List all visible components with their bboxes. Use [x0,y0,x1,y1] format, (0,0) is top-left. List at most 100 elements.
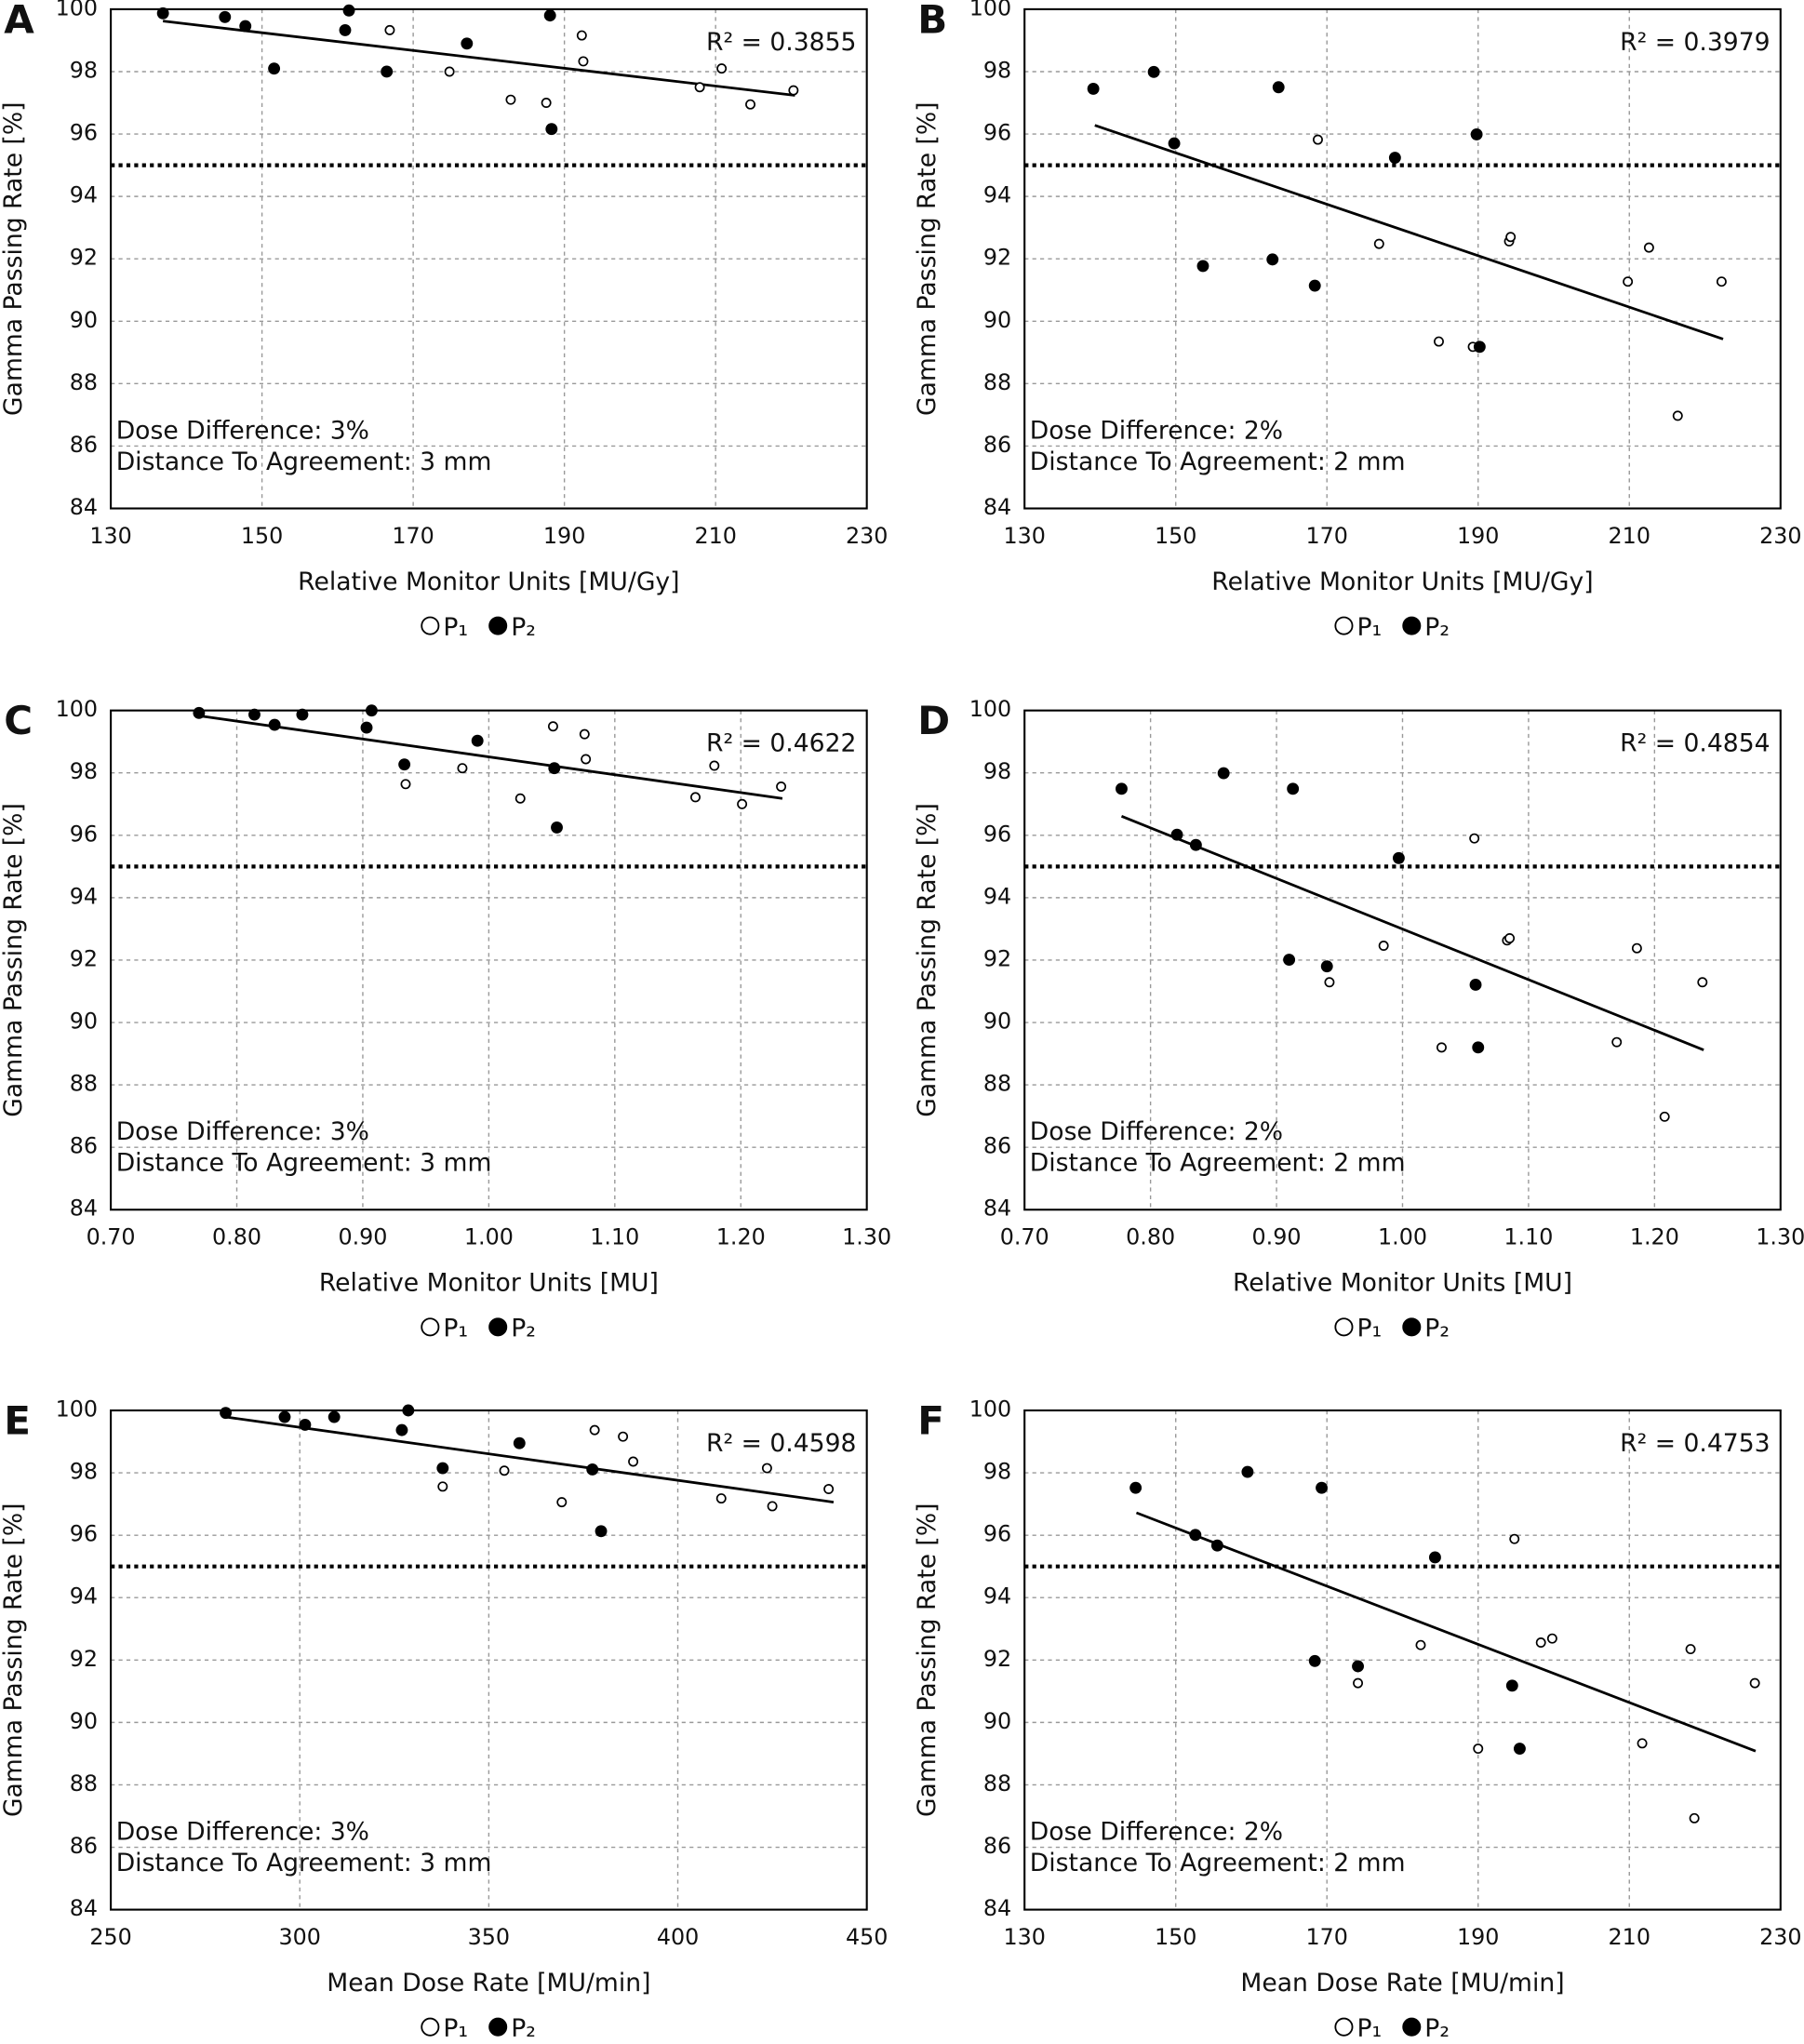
data-point [299,1418,312,1431]
y-tick-label: 100 [56,1396,98,1423]
panel: A 84 86 88 90 92 94 96 98 100 130 150 170 190 210 230 R²… [0,0,888,642]
data-point [360,721,373,734]
legend-label: P₁ [443,2014,468,2043]
x-tick-label: 210 [1609,1924,1650,1950]
data-point [1469,833,1480,844]
y-tick-label: 90 [70,1009,98,1035]
y-tick-label: 98 [983,1459,1011,1485]
legend-label: P₂ [1424,1315,1450,1343]
data-point [339,23,352,36]
data-point [576,30,587,41]
legend-marker [1334,2017,1354,2037]
data-point [579,728,590,740]
data-point [381,65,394,78]
data-point [716,63,728,74]
data-point [1241,1465,1254,1478]
y-tick-label: 86 [983,432,1011,458]
x-axis-label: Relative Monitor Units [MU] [319,1269,659,1298]
data-point [1388,152,1401,164]
data-point [1469,979,1482,991]
x-tick-label: 210 [694,523,736,549]
data-point [471,734,484,747]
data-point [1685,1644,1696,1655]
data-point [296,708,309,721]
x-tick-label: 190 [1457,523,1499,549]
y-tick-label: 88 [70,369,98,395]
y-tick-label: 90 [983,1009,1011,1035]
data-point [505,94,516,105]
data-point [400,779,411,790]
y-tick-label: 98 [983,758,1011,784]
data-point [1324,977,1335,988]
data-point [1353,1677,1364,1689]
y-tick-label: 92 [983,245,1011,271]
y-tick-label: 90 [70,1708,98,1734]
trend-line [162,20,795,97]
y-tick-label: 96 [70,821,98,847]
plot-frame [110,7,868,510]
data-point [547,721,558,732]
data-point [595,1525,608,1538]
data-point [156,7,169,20]
data-point [1129,1481,1143,1494]
data-point [278,1410,291,1423]
note: Distance To Agreement: 2 mm [1030,1849,1406,1877]
y-tick-label: 98 [70,57,98,83]
y-tick-label: 84 [983,494,1011,520]
data-point [1415,1639,1426,1650]
x-tick-label: 0.70 [1000,1224,1049,1250]
r-squared: R² = 0.3855 [706,28,856,57]
data-point [1210,1539,1223,1552]
y-tick-label: 90 [983,1708,1011,1734]
panel-letter: F [917,1398,944,1444]
data-point [1189,1529,1202,1542]
legend-label: P₁ [1356,613,1382,642]
data-point [1689,1812,1700,1824]
data-point [823,1484,835,1494]
note: Distance To Agreement: 3 mm [116,1149,492,1178]
data-point [1168,137,1181,150]
data-point [1378,941,1389,951]
data-point [1473,341,1486,354]
x-tick-label: 0.70 [87,1224,136,1250]
legend-marker [1402,616,1422,635]
y-tick-label: 98 [70,1459,98,1485]
data-point [628,1456,639,1467]
note: Dose Difference: 3% [116,1117,369,1146]
data-point [398,758,411,771]
data-point [1546,1633,1557,1644]
x-tick-label: 130 [1003,1924,1045,1950]
data-point [219,10,232,23]
x-axis-label: Relative Monitor Units [MU/Gy] [298,568,679,596]
x-tick-label: 1.10 [590,1224,639,1250]
y-axis-label: Gamma Passing Rate [%] [913,101,942,416]
x-tick-label: 230 [1759,1924,1801,1950]
data-point [437,1481,448,1492]
x-tick-label: 150 [241,523,283,549]
data-point [788,85,799,96]
data-point [581,754,592,765]
data-point [444,66,455,77]
data-point [776,782,787,792]
data-point [499,1465,510,1476]
x-tick-label: 1.30 [842,1224,891,1250]
x-tick-label: 1.20 [1630,1224,1679,1250]
x-tick-label: 1.00 [1378,1224,1427,1250]
y-tick-label: 94 [70,182,98,208]
data-point [761,1463,772,1474]
data-point [1087,82,1100,95]
legend-marker [1334,1317,1354,1337]
y-tick-label: 100 [969,696,1011,722]
data-point [268,62,281,75]
x-tick-label: 1.20 [716,1224,766,1250]
legend-label: P₂ [1424,613,1450,642]
note: Dose Difference: 2% [1030,1117,1283,1146]
panel-letter: B [917,0,947,42]
y-tick-label: 90 [70,307,98,333]
y-tick-label: 98 [70,758,98,784]
data-point [1697,977,1708,988]
data-point [1308,279,1321,292]
panel: D 84 86 88 90 92 94 96 98 100 0.70 0.80 0.90 1.00 1.10… [913,696,1804,1343]
x-tick-label: 170 [1306,523,1348,549]
panel: F 84 86 88 90 92 94 96 98 100 130 150 170 190 210 230 R²… [913,1396,1801,2043]
